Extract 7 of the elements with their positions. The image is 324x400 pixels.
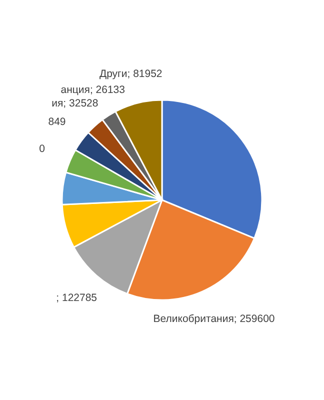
- text: 849: [48, 116, 66, 128]
- text: 0: [39, 143, 46, 155]
- data-label: Други; 81952: [99, 68, 162, 80]
- data-label: Великобритания; 259600: [153, 313, 275, 326]
- data-label: ; 122785: [56, 292, 98, 304]
- data-label: ия; 32528: [52, 97, 98, 110]
- data-label: анция; 26133: [60, 84, 126, 96]
